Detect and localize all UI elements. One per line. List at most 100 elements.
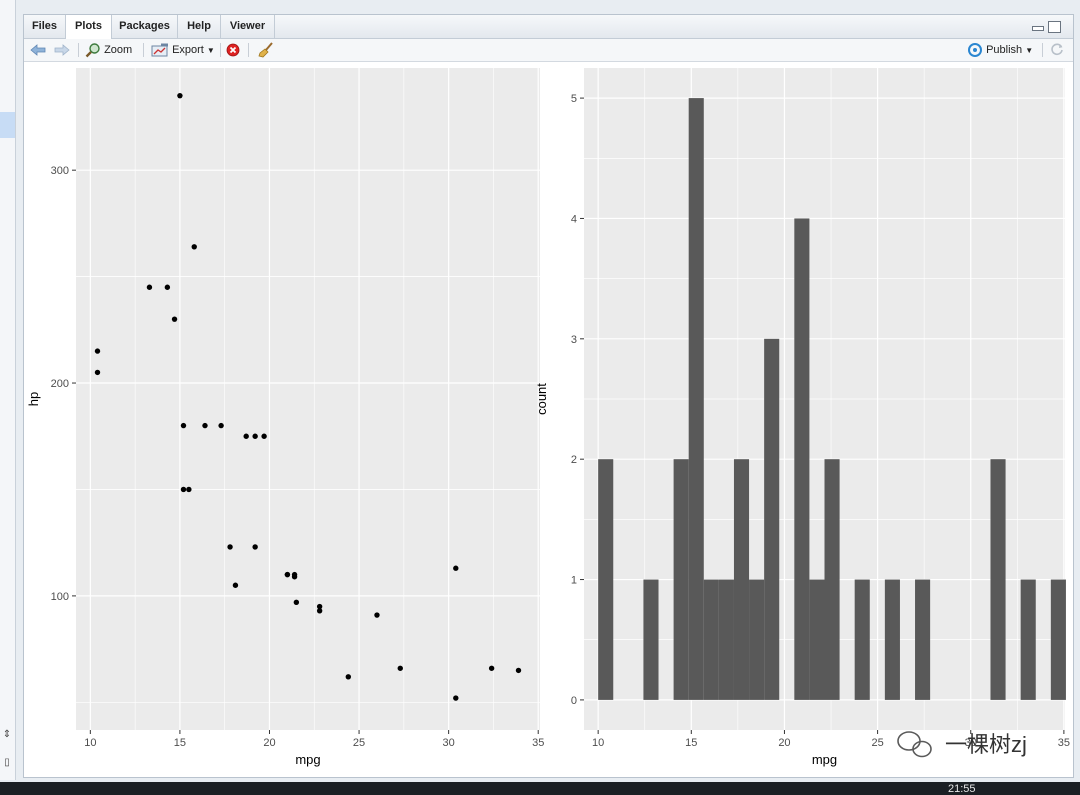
histogram-bars: [598, 98, 1066, 700]
y-tick-label: 5: [571, 93, 577, 105]
scatter-point: [261, 433, 267, 439]
scatter-point: [218, 422, 224, 429]
histogram-bar: [915, 579, 931, 700]
scatter-point: [232, 582, 239, 588]
export-label: Export: [172, 44, 204, 56]
export-dropdown-icon: ▼: [206, 46, 215, 55]
toolbar-separator: [143, 43, 144, 57]
remove-plot-button[interactable]: [226, 42, 240, 58]
zoom-icon: [85, 43, 100, 58]
histogram-bar: [703, 579, 719, 700]
x-tick-label: 10: [592, 737, 604, 749]
scatter-point: [252, 544, 258, 550]
publish-button[interactable]: Publish ▼: [967, 42, 1033, 58]
left-pane-edge: [0, 0, 16, 780]
x-tick-label: 10: [84, 737, 96, 749]
page-icon[interactable]: ▯: [4, 757, 10, 768]
x-tick-label: 25: [871, 737, 883, 749]
scatter-point: [488, 665, 495, 671]
window-top-strip: [0, 0, 1080, 10]
scatter-point: [94, 348, 101, 354]
tab-viewer[interactable]: Viewer: [221, 15, 275, 38]
y-tick-label: 0: [571, 695, 577, 707]
tab-plots[interactable]: Plots: [65, 15, 112, 39]
pane-tabbar: Files Plots Packages Help Viewer: [24, 15, 1073, 39]
toolbar-separator: [220, 43, 221, 57]
y-tick-label: 1: [571, 575, 577, 587]
scatter-points: [94, 92, 522, 701]
histogram-bar: [794, 218, 810, 700]
scatter-point: [345, 674, 352, 680]
export-icon: [151, 43, 168, 57]
scatter-plot: 10 15 20 25 30 35 100 200 300 mpg hp: [26, 68, 544, 767]
scatter-x-axis-label: mpg: [295, 752, 320, 767]
left-pane-selection: [0, 112, 15, 138]
spinner-icon[interactable]: ⇕: [2, 729, 12, 740]
export-button[interactable]: Export ▼: [151, 42, 215, 58]
histogram-bar: [643, 579, 659, 700]
maximize-icon[interactable]: [1048, 21, 1061, 33]
wechat-logo-icon: [897, 731, 932, 758]
histogram-y-axis-label: count: [534, 383, 549, 415]
histogram-bar: [1020, 579, 1036, 700]
y-tick-label: 300: [51, 165, 69, 177]
back-arrow-icon[interactable]: [30, 42, 46, 58]
x-tick-label: 20: [263, 737, 275, 749]
histogram-axes: 10 15 20 25 30 35 0 1 2 3 4 5: [571, 93, 1070, 749]
refresh-button[interactable]: [1050, 42, 1064, 58]
publish-icon: [968, 43, 982, 58]
tab-files[interactable]: Files: [24, 15, 66, 38]
histogram-bar: [809, 579, 825, 700]
forward-arrow-icon[interactable]: [54, 42, 70, 58]
x-tick-label: 30: [443, 737, 455, 749]
tab-packages[interactable]: Packages: [112, 15, 178, 38]
histogram-bar: [854, 579, 870, 700]
scatter-point: [186, 486, 192, 493]
minimize-icon[interactable]: [1032, 26, 1044, 31]
scatter-point: [284, 571, 291, 578]
zoom-button[interactable]: Zoom: [85, 42, 132, 58]
scatter-panel-background: [76, 68, 540, 730]
remove-plot-icon: [226, 43, 240, 57]
histogram-bar: [733, 459, 750, 700]
histogram-bar: [673, 459, 689, 700]
histogram-bar: [749, 579, 765, 700]
x-tick-label: 15: [174, 737, 186, 749]
scatter-point: [316, 603, 323, 610]
scatter-point: [291, 574, 298, 580]
x-tick-label: 25: [353, 737, 365, 749]
y-tick-label: 3: [571, 334, 577, 346]
histogram-bar: [718, 579, 734, 700]
histogram-bar: [990, 459, 1006, 700]
x-tick-label: 20: [778, 737, 790, 749]
clear-plots-button[interactable]: [258, 42, 274, 58]
histogram-bar: [824, 459, 840, 700]
scatter-point: [191, 244, 197, 250]
y-tick-label: 100: [51, 591, 69, 603]
x-tick-label: 35: [532, 737, 544, 749]
scatter-y-axis-label: hp: [26, 392, 41, 406]
publish-label: Publish: [986, 44, 1023, 56]
tab-help[interactable]: Help: [178, 15, 221, 38]
watermark-text: 一棵树zj: [945, 732, 1027, 757]
x-tick-label: 15: [685, 737, 697, 749]
scatter-point: [293, 599, 300, 605]
refresh-icon: [1051, 43, 1063, 56]
histogram-bar: [1050, 579, 1066, 700]
histogram-plot: 10 15 20 25 30 35 0 1 2 3 4 5 mpg count: [534, 68, 1070, 767]
scatter-point: [316, 608, 323, 614]
scatter-gridlines: [76, 68, 540, 730]
scatter-point: [453, 565, 459, 571]
histogram-x-axis-label: mpg: [812, 752, 837, 767]
scatter-point: [94, 369, 101, 376]
scatter-point: [177, 92, 183, 99]
x-tick-label: 35: [1058, 737, 1070, 749]
scatter-point: [180, 486, 187, 493]
scatter-point: [397, 665, 403, 671]
histogram-bar: [598, 459, 614, 700]
broom-icon: [258, 42, 273, 58]
scatter-point: [171, 316, 178, 322]
scatter-point: [202, 422, 208, 429]
taskbar-clock: 21:55: [948, 783, 976, 795]
